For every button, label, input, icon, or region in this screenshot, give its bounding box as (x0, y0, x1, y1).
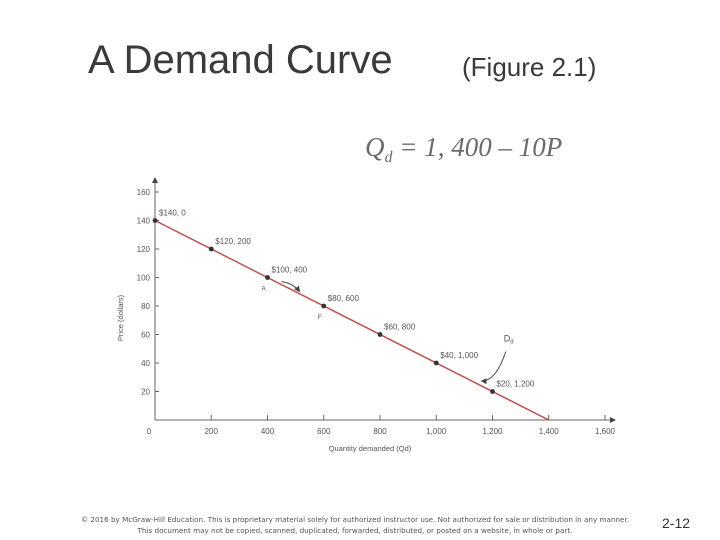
y-axis-label: Price (dollars) (116, 294, 125, 341)
x-tick-label: 200 (205, 427, 219, 436)
page-number: 2-12 (662, 515, 691, 531)
y-tick-label: 140 (137, 217, 151, 226)
copyright-line-2: This document may not be copied, scanned… (137, 526, 573, 535)
equation-rhs: = 1, 400 – 10P (392, 132, 563, 162)
demand-equation: Qd = 1, 400 – 10P (365, 132, 563, 166)
data-point (152, 218, 158, 223)
data-point-label: $140, 0 (159, 209, 186, 218)
x-tick-label: 1,000 (426, 427, 447, 436)
y-tick-label: 100 (137, 274, 151, 283)
data-point-label: $60, 800 (384, 323, 416, 332)
equation-subscript: d (384, 149, 393, 166)
data-point-label: $80, 600 (328, 294, 360, 303)
demand-curve-chart: 20 40 60 80 100 120 140 160 0 200 400 600 800 1,000 1,… (116, 177, 616, 453)
data-point-label: $40, 1,000 (440, 351, 478, 360)
x-tick-label: 600 (317, 427, 331, 436)
x-tick-label: 1,600 (595, 427, 616, 436)
point-name-label: A (262, 286, 267, 293)
data-point-label: $20, 1,200 (497, 380, 535, 389)
y-tick-label: 80 (141, 302, 150, 311)
data-point (265, 275, 270, 280)
equation-q: Q (365, 132, 385, 162)
y-tick-label: 40 (141, 359, 150, 368)
data-point (321, 303, 327, 309)
point-name-label: F (318, 314, 322, 321)
data-point (208, 246, 214, 252)
data-point-label: $100, 400 (272, 266, 308, 275)
slide-title: A Demand Curve (88, 38, 393, 82)
y-tick-label: 60 (141, 331, 150, 340)
data-point (490, 389, 495, 394)
y-tick-label: 160 (137, 188, 151, 197)
copyright-notice: © 2016 by McGraw-Hill Education. This is… (70, 514, 640, 536)
figure-reference: (Figure 2.1) (462, 52, 597, 82)
data-point (377, 332, 383, 337)
y-tick-label: 120 (137, 245, 151, 254)
x-tick-label: 1,200 (482, 427, 503, 436)
curve-label-subscript: d (510, 340, 513, 346)
movement-arrow (281, 281, 301, 293)
x-tick-label: 400 (261, 427, 275, 436)
data-point-label: $120, 200 (215, 237, 251, 246)
data-point (433, 360, 439, 366)
curve-label-pointer (480, 351, 507, 385)
x-tick-label: 0 (147, 427, 152, 436)
copyright-line-1: © 2016 by McGraw-Hill Education. This is… (80, 515, 630, 524)
demand-line (154, 219, 550, 421)
x-tick-label: 1,400 (539, 427, 560, 436)
x-tick-label: 800 (373, 427, 387, 436)
curve-label: Dd (504, 334, 514, 346)
y-tick-label: 20 (141, 388, 150, 397)
x-axis-label: Quantity demanded (Qd) (329, 444, 412, 453)
